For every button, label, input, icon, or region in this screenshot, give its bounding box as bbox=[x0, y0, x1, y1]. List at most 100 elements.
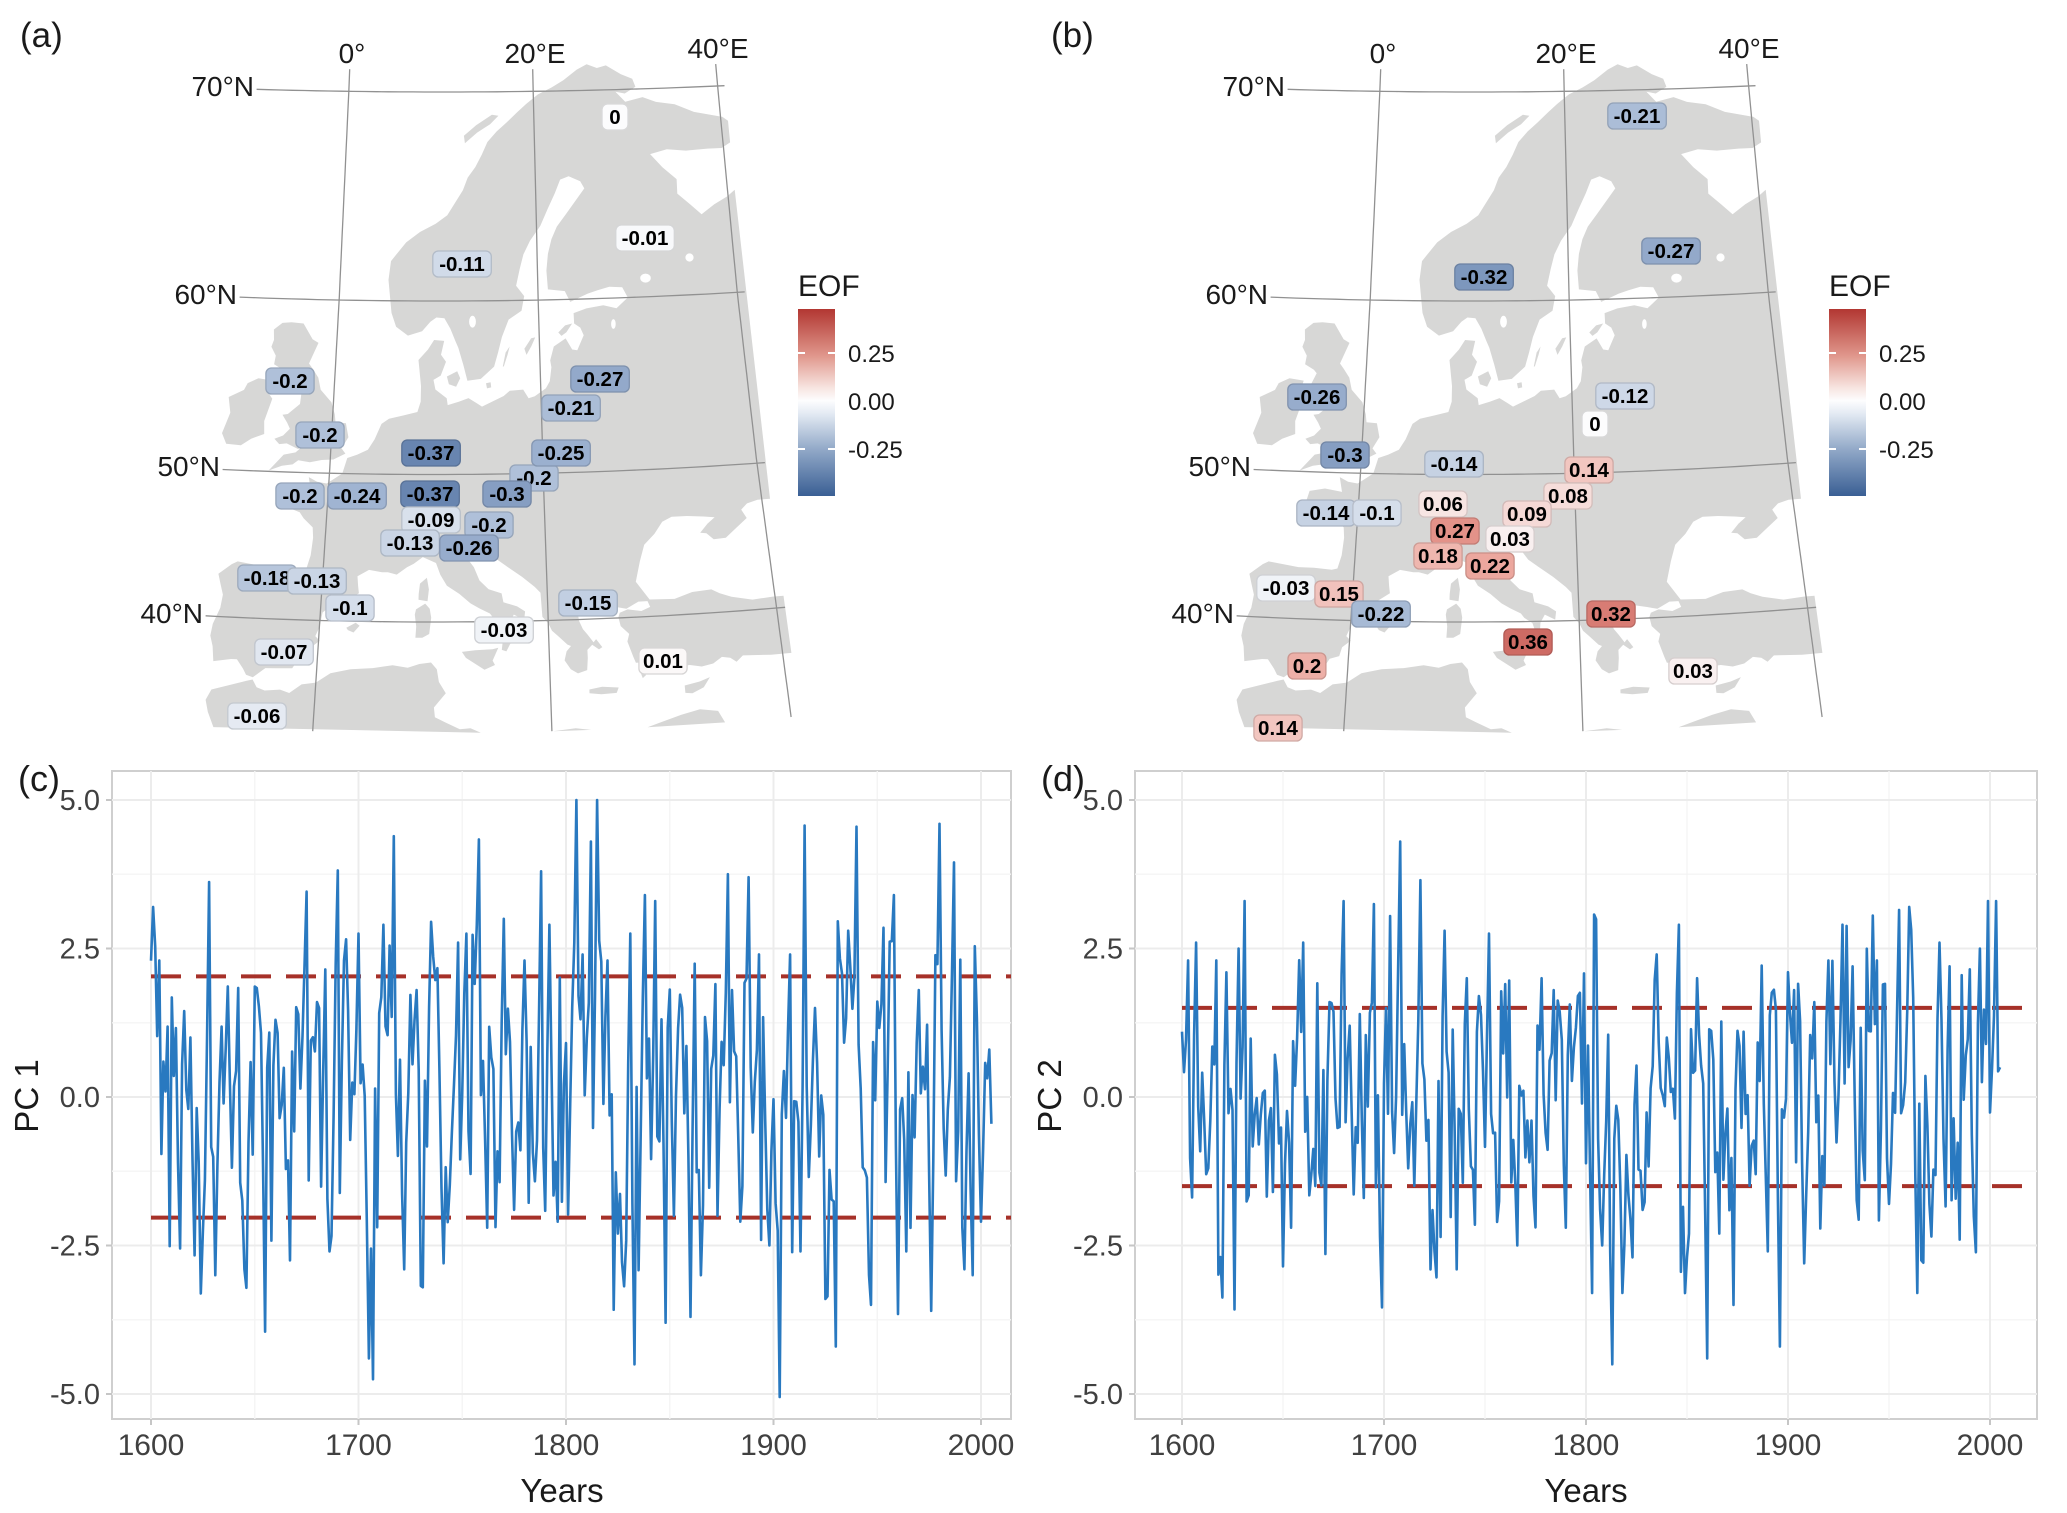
svg-text:(a): (a) bbox=[20, 16, 63, 55]
svg-text:PC 1: PC 1 bbox=[8, 1059, 45, 1132]
svg-text:1700: 1700 bbox=[1351, 1429, 1418, 1462]
svg-text:-0.2: -0.2 bbox=[272, 370, 307, 393]
svg-text:EOF: EOF bbox=[1829, 270, 1891, 303]
svg-text:-0.26: -0.26 bbox=[1294, 386, 1341, 409]
svg-text:5.0: 5.0 bbox=[1083, 785, 1123, 817]
svg-text:-0.27: -0.27 bbox=[577, 368, 624, 391]
svg-text:-0.01: -0.01 bbox=[622, 227, 669, 250]
svg-text:-0.2: -0.2 bbox=[282, 485, 317, 508]
svg-text:-0.2: -0.2 bbox=[302, 424, 337, 447]
svg-text:-0.24: -0.24 bbox=[334, 485, 381, 508]
svg-text:0.09: 0.09 bbox=[1507, 503, 1547, 526]
svg-text:1800: 1800 bbox=[533, 1429, 600, 1462]
svg-text:-0.3: -0.3 bbox=[489, 483, 524, 506]
svg-text:0.32: 0.32 bbox=[1591, 603, 1631, 626]
svg-text:(c): (c) bbox=[18, 758, 60, 799]
svg-text:70°N: 70°N bbox=[191, 71, 254, 102]
svg-text:2000: 2000 bbox=[948, 1429, 1015, 1462]
svg-text:0.14: 0.14 bbox=[1258, 717, 1298, 740]
svg-text:0.18: 0.18 bbox=[1418, 545, 1458, 568]
svg-text:0.0: 0.0 bbox=[60, 1082, 100, 1114]
svg-text:0.03: 0.03 bbox=[1673, 660, 1713, 683]
svg-text:-0.13: -0.13 bbox=[387, 532, 434, 555]
svg-text:0.25: 0.25 bbox=[1879, 341, 1926, 368]
svg-text:40°E: 40°E bbox=[1718, 33, 1779, 64]
svg-text:0.2: 0.2 bbox=[1293, 655, 1322, 678]
svg-text:Years: Years bbox=[520, 1472, 603, 1509]
svg-text:0.00: 0.00 bbox=[1879, 389, 1926, 416]
svg-text:1800: 1800 bbox=[1553, 1429, 1620, 1462]
svg-text:-0.06: -0.06 bbox=[234, 705, 281, 728]
svg-text:60°N: 60°N bbox=[1205, 279, 1268, 310]
svg-text:5.0: 5.0 bbox=[60, 785, 100, 817]
svg-text:-0.25: -0.25 bbox=[848, 437, 903, 464]
svg-text:0°: 0° bbox=[339, 38, 366, 69]
svg-text:-5.0: -5.0 bbox=[50, 1379, 100, 1411]
svg-text:-0.2: -0.2 bbox=[471, 514, 506, 537]
svg-text:-0.25: -0.25 bbox=[538, 442, 585, 465]
svg-text:-0.21: -0.21 bbox=[1614, 105, 1661, 128]
svg-text:60°N: 60°N bbox=[174, 279, 237, 310]
svg-text:0.15: 0.15 bbox=[1319, 583, 1359, 606]
svg-text:0.0: 0.0 bbox=[1083, 1082, 1123, 1114]
svg-text:-0.3: -0.3 bbox=[1327, 444, 1362, 467]
svg-text:0.27: 0.27 bbox=[1435, 520, 1475, 543]
svg-text:40°N: 40°N bbox=[140, 598, 203, 629]
svg-text:0.01: 0.01 bbox=[643, 650, 683, 673]
svg-text:0: 0 bbox=[1589, 413, 1600, 436]
svg-text:Years: Years bbox=[1544, 1472, 1627, 1509]
svg-text:PC 2: PC 2 bbox=[1031, 1059, 1068, 1132]
svg-text:-0.14: -0.14 bbox=[1303, 502, 1350, 525]
svg-text:20°E: 20°E bbox=[504, 38, 565, 69]
svg-text:-0.03: -0.03 bbox=[481, 619, 528, 642]
svg-text:-0.21: -0.21 bbox=[548, 397, 595, 420]
svg-text:70°N: 70°N bbox=[1222, 71, 1285, 102]
svg-text:-0.22: -0.22 bbox=[1358, 603, 1405, 626]
svg-text:20°E: 20°E bbox=[1535, 38, 1596, 69]
svg-text:-0.12: -0.12 bbox=[1602, 385, 1649, 408]
svg-text:0.06: 0.06 bbox=[1423, 493, 1463, 516]
svg-text:(d): (d) bbox=[1041, 758, 1085, 799]
svg-text:-0.07: -0.07 bbox=[261, 641, 308, 664]
svg-text:0.00: 0.00 bbox=[848, 389, 895, 416]
svg-text:-0.1: -0.1 bbox=[1359, 502, 1394, 525]
svg-text:1600: 1600 bbox=[118, 1429, 185, 1462]
svg-text:0°: 0° bbox=[1370, 38, 1397, 69]
svg-text:-0.37: -0.37 bbox=[408, 442, 455, 465]
svg-text:1900: 1900 bbox=[1755, 1429, 1822, 1462]
svg-text:0.08: 0.08 bbox=[1548, 485, 1588, 508]
svg-text:0.36: 0.36 bbox=[1508, 631, 1548, 654]
svg-text:50°N: 50°N bbox=[157, 451, 220, 482]
svg-text:0.03: 0.03 bbox=[1490, 528, 1530, 551]
svg-text:2000: 2000 bbox=[1957, 1429, 2024, 1462]
svg-text:0.14: 0.14 bbox=[1569, 459, 1609, 482]
svg-text:0.25: 0.25 bbox=[848, 341, 895, 368]
svg-text:(b): (b) bbox=[1051, 16, 1094, 55]
svg-text:-0.27: -0.27 bbox=[1648, 240, 1695, 263]
svg-text:40°N: 40°N bbox=[1171, 598, 1234, 629]
svg-text:-0.26: -0.26 bbox=[446, 537, 493, 560]
svg-text:2.5: 2.5 bbox=[1083, 934, 1123, 966]
svg-text:-2.5: -2.5 bbox=[1073, 1231, 1123, 1263]
svg-text:2.5: 2.5 bbox=[60, 934, 100, 966]
svg-text:1600: 1600 bbox=[1149, 1429, 1216, 1462]
svg-text:-0.25: -0.25 bbox=[1879, 437, 1934, 464]
svg-text:-0.15: -0.15 bbox=[565, 592, 612, 615]
svg-text:-0.11: -0.11 bbox=[439, 253, 485, 276]
svg-text:1900: 1900 bbox=[740, 1429, 807, 1462]
svg-text:1700: 1700 bbox=[325, 1429, 392, 1462]
svg-text:EOF: EOF bbox=[798, 270, 860, 303]
svg-text:0.22: 0.22 bbox=[1470, 555, 1510, 578]
svg-text:-0.18: -0.18 bbox=[244, 567, 291, 590]
svg-text:-0.03: -0.03 bbox=[1263, 577, 1310, 600]
svg-text:0: 0 bbox=[609, 106, 620, 129]
svg-text:50°N: 50°N bbox=[1188, 451, 1251, 482]
svg-text:-0.13: -0.13 bbox=[294, 570, 341, 593]
svg-text:-5.0: -5.0 bbox=[1073, 1379, 1123, 1411]
svg-text:-2.5: -2.5 bbox=[50, 1231, 100, 1263]
svg-text:-0.32: -0.32 bbox=[1461, 266, 1508, 289]
svg-text:40°E: 40°E bbox=[687, 33, 748, 64]
svg-text:-0.37: -0.37 bbox=[407, 483, 454, 506]
svg-text:-0.1: -0.1 bbox=[332, 597, 367, 620]
svg-text:-0.14: -0.14 bbox=[1431, 453, 1478, 476]
